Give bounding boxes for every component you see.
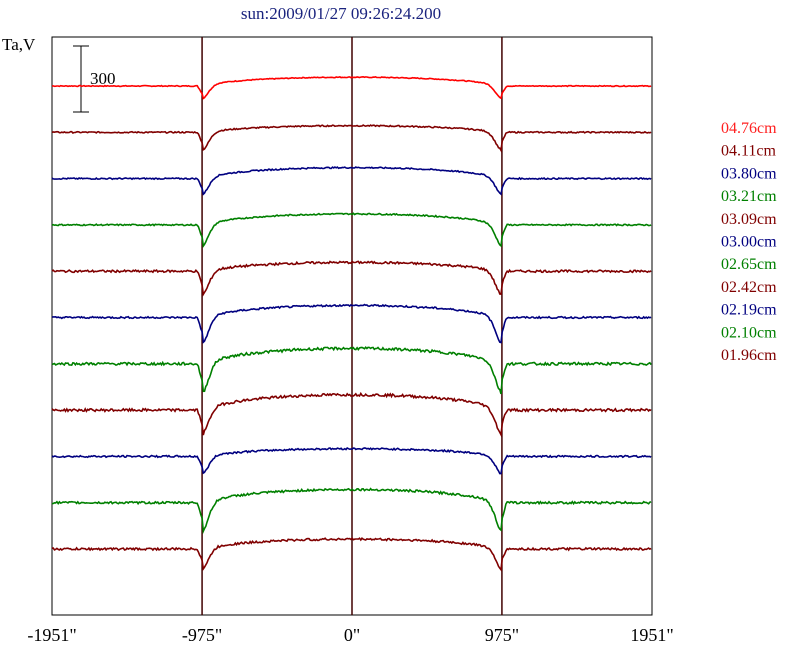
legend-item: 02.42cm (721, 279, 777, 296)
legend-item: 03.80cm (721, 165, 777, 182)
series-line-02.19cm (51, 446, 652, 475)
legend-item: 02.19cm (721, 302, 777, 319)
legend-item: 04.76cm (721, 120, 777, 137)
vertical-reference-lines (201, 37, 503, 615)
scale-bar: 300 (73, 45, 116, 113)
y-axis-label: Ta,V (2, 35, 36, 54)
series-line-04.11cm (51, 124, 652, 153)
legend-item: 03.21cm (721, 188, 777, 205)
series-lines (51, 75, 652, 572)
series-line-03.09cm (51, 260, 652, 297)
series-line-03.00cm (51, 303, 652, 344)
legend-item: 02.10cm (721, 324, 777, 341)
legend-item: 01.96cm (721, 347, 777, 364)
legend: 04.76cm 04.11cm 03.80cm 03.21cm 03.09cm 03.00… (721, 120, 777, 364)
series-line-02.65cm (51, 345, 652, 395)
series-line-02.42cm (51, 391, 652, 438)
scale-bar-label: 300 (90, 69, 116, 88)
x-tick-label: -1951" (27, 625, 76, 645)
legend-item: 02.65cm (721, 256, 777, 273)
x-tick-label: 975" (485, 625, 519, 645)
x-tick-label: 1951" (630, 625, 673, 645)
x-tick-label: -975" (182, 625, 222, 645)
series-line-03.21cm (51, 212, 652, 249)
legend-item: 03.00cm (721, 234, 777, 251)
series-line-01.96cm (51, 537, 652, 572)
series-line-02.10cm (51, 487, 652, 535)
x-tick-label: 0" (344, 625, 360, 645)
legend-item: 03.09cm (721, 211, 777, 228)
series-line-04.76cm (51, 75, 652, 100)
chart-title: sun:2009/01/27 09:26:24.200 (241, 4, 441, 23)
legend-item: 04.11cm (721, 143, 777, 160)
x-tick-labels: -1951" -975" 0" 975" 1951" (27, 625, 673, 645)
series-line-03.80cm (51, 166, 652, 196)
